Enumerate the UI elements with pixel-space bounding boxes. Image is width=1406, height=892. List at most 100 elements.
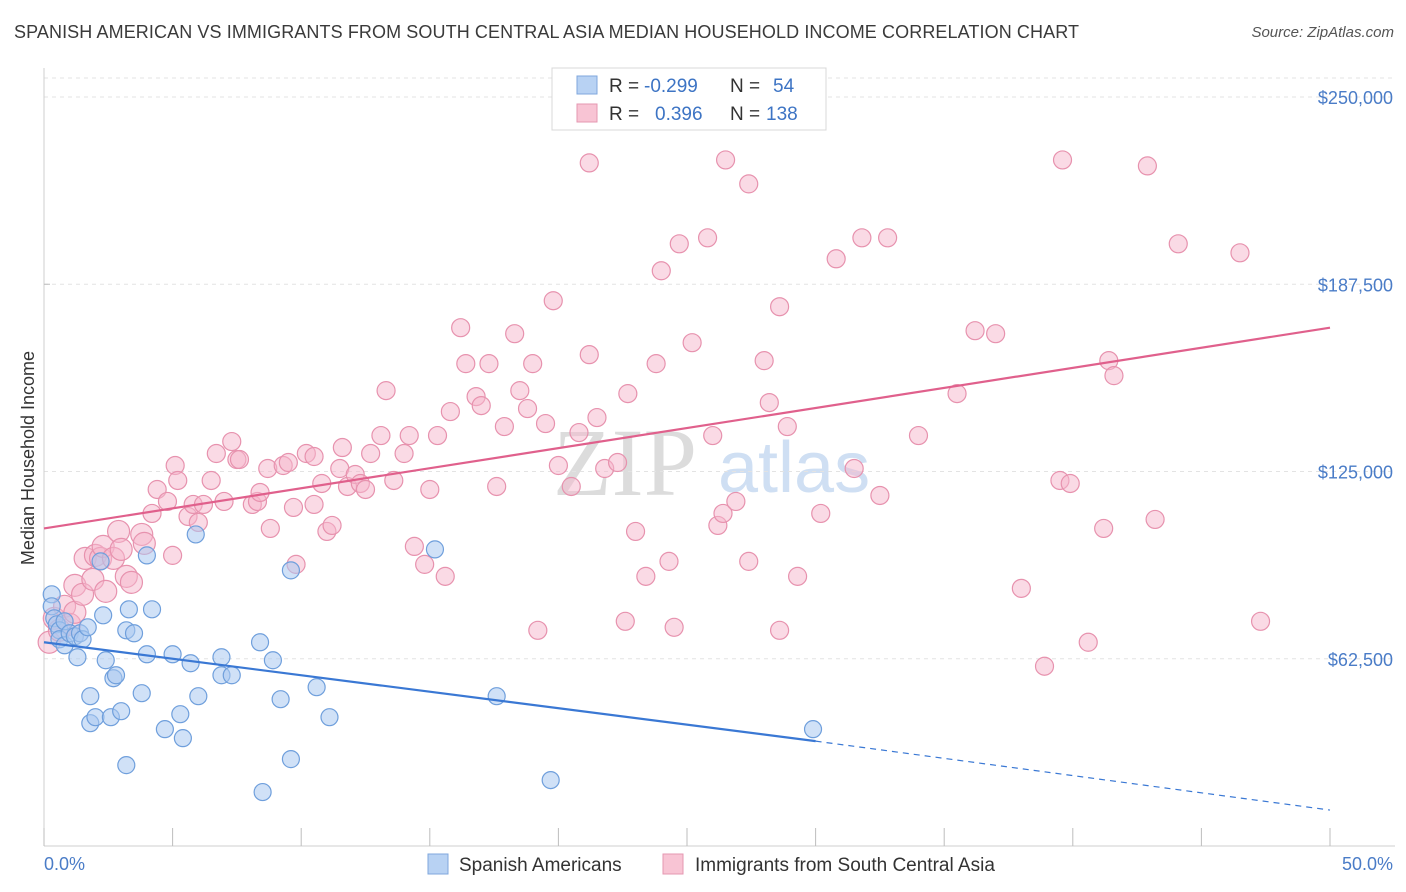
legend-r-label-1: R = [609, 76, 639, 97]
pink-point-138 [715, 150, 736, 170]
blue-point-28 [137, 546, 156, 565]
pink-point-116 [878, 228, 898, 248]
pink-point-92 [625, 521, 646, 542]
pink-point-139 [1052, 150, 1073, 170]
pink-point-61 [384, 470, 404, 491]
chart-title: SPANISH AMERICAN VS IMMIGRANTS FROM SOUT… [14, 22, 1080, 42]
bottom-legend-label-blue: Spanish Americans [459, 855, 622, 876]
pink-point-70 [451, 318, 471, 338]
series-legend: Spanish Americans Immigrants from South … [427, 853, 995, 876]
pink-point-48 [304, 446, 324, 467]
legend-r-value-2: 0.396 [655, 104, 703, 125]
blue-point-51 [487, 687, 506, 706]
pink-point-59 [371, 425, 391, 446]
y-axis-label: Median Household Income [18, 351, 38, 565]
pink-point-106 [759, 392, 779, 413]
pink-point-125 [1078, 632, 1098, 652]
pink-point-13 [94, 579, 118, 603]
pink-point-108 [777, 416, 797, 437]
pink-point-87 [579, 345, 599, 365]
bottom-legend-swatch-blue [427, 853, 449, 875]
legend-n-value-1: 54 [773, 76, 795, 97]
blue-point-49 [253, 782, 272, 802]
blue-point-26 [124, 624, 144, 643]
legend-r-label-2: R = [609, 104, 639, 125]
blue-point-36 [186, 525, 205, 544]
pink-point-69 [440, 401, 460, 422]
pink-point-103 [726, 491, 746, 512]
blue-trend-line [43, 641, 816, 743]
blue-point-53 [803, 720, 823, 739]
y-tick-label-0: $62,500 [1328, 650, 1393, 670]
blue-point-45 [281, 561, 301, 580]
pink-point-65 [415, 554, 435, 574]
blue-point-42 [263, 651, 283, 670]
pink-point-74 [479, 354, 499, 374]
pink-point-41 [260, 518, 280, 539]
pink-point-121 [1011, 578, 1031, 598]
pink-point-85 [561, 476, 581, 497]
blue-point-47 [320, 708, 339, 727]
blue-point-43 [271, 690, 290, 709]
pink-point-44 [283, 497, 304, 518]
blue-point-44 [281, 750, 301, 769]
pink-point-97 [669, 234, 689, 254]
bottom-legend-label-pink: Immigrants from South Central Asia [695, 855, 995, 876]
pink-point-93 [636, 566, 656, 586]
pink-point-117 [908, 425, 929, 446]
pink-point-94 [646, 354, 666, 374]
blue-point-37 [189, 687, 208, 706]
pink-point-57 [355, 479, 376, 500]
legend-n-label-2: N = [730, 104, 760, 125]
pink-point-126 [1094, 518, 1114, 539]
pink-point-111 [811, 503, 831, 524]
y-tick-label-3: $250,000 [1318, 88, 1393, 108]
pink-point-122 [1034, 656, 1055, 676]
pink-point-79 [517, 398, 538, 419]
pink-point-124 [1060, 473, 1080, 494]
pink-point-131 [1230, 243, 1250, 263]
blue-point-10 [68, 648, 87, 667]
blue-point-48 [117, 756, 136, 775]
legend-swatch-pink [576, 103, 598, 123]
pink-point-43 [278, 452, 298, 473]
pink-point-98 [682, 333, 702, 353]
trend-lines [43, 326, 1331, 811]
blue-point-52 [541, 770, 560, 790]
pink-point-67 [427, 425, 448, 446]
pink-point-84 [548, 455, 569, 476]
pink-point-81 [528, 620, 548, 640]
pink-point-86 [569, 422, 589, 443]
blue-point-13 [78, 618, 97, 637]
pink-point-40 [258, 458, 278, 479]
blue-point-46 [307, 678, 326, 697]
blue-point-14 [81, 687, 100, 706]
axes [43, 68, 1395, 847]
x-tick-label-min: 0.0% [44, 854, 85, 874]
pink-point-36 [229, 449, 250, 470]
pink-point-99 [697, 228, 718, 248]
blue-trend-extension [815, 740, 1331, 811]
bottom-legend-swatch-pink [662, 853, 684, 875]
pink-point-77 [505, 324, 525, 344]
x-tick-labels: 0.0% 50.0% [44, 854, 1393, 874]
pink-point-39 [250, 482, 270, 503]
blue-point-22 [106, 666, 126, 685]
pink-point-129 [1145, 509, 1165, 530]
pink-point-95 [651, 261, 671, 281]
pink-point-88 [587, 407, 607, 428]
pink-point-53 [332, 437, 352, 458]
pink-point-82 [535, 413, 556, 434]
series-spanish-points [42, 525, 823, 802]
pink-point-31 [201, 470, 221, 491]
blue-point-35 [181, 654, 200, 673]
legend-n-value-2: 138 [766, 104, 798, 125]
pink-point-102 [713, 503, 733, 524]
x-tick-label-max: 50.0% [1342, 854, 1393, 874]
pink-trend-line [43, 326, 1331, 530]
pink-point-83 [543, 291, 563, 311]
legend-n-label-1: N = [730, 76, 760, 97]
pink-point-134 [739, 174, 759, 194]
pink-point-34 [222, 431, 242, 452]
pink-point-120 [986, 324, 1006, 344]
